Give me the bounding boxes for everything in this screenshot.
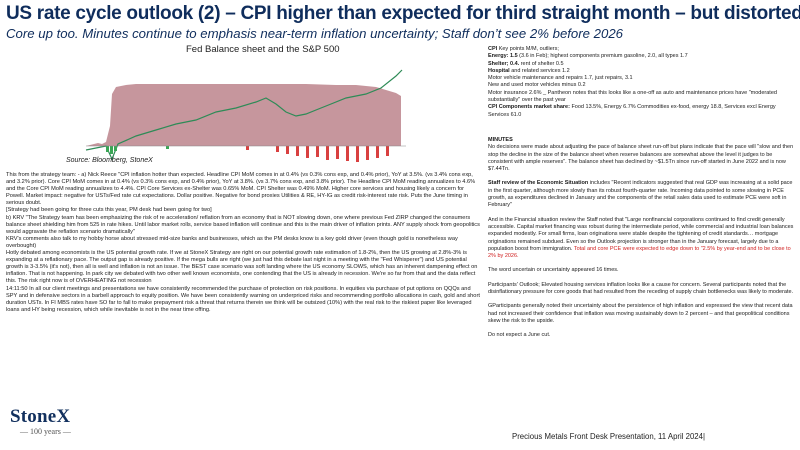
commentary-paragraph: 14:11:50 In all our client meetings and … [6, 285, 480, 313]
logo-name: StoneX [10, 406, 71, 427]
kp-line: CPI Components market share: Food 13.5%,… [488, 104, 776, 118]
commentary-paragraph: b) KRV "The Strategy team has been empha… [6, 214, 480, 235]
minutes-paragraph: GParticipants generally noted their unce… [488, 303, 793, 324]
minutes-paragraph: Participants' Outlook; Elevated housing … [488, 281, 794, 296]
footer-text: Precious Metals Front Desk Presentation,… [512, 432, 705, 441]
kp-line: New and used motor vehicles minus 0.2 [488, 82, 586, 89]
commentary-paragraph: This from the strategy team: - a) Nick R… [6, 172, 476, 207]
page-subtitle: Core up too. Minutes continue to emphasi… [6, 26, 623, 41]
minutes-heading: MINUTES [488, 136, 513, 143]
commentary-paragraph: KRV's comments also talk to my hobby hor… [6, 235, 458, 249]
chart-svg [46, 54, 456, 174]
kp-line: Energy: 1.5 (3.6 in Feb); highest compon… [488, 53, 688, 60]
strategy-commentary: This from the strategy team: - a) Nick R… [6, 172, 480, 314]
balance-sheet-chart [46, 54, 456, 174]
kp-line: Motor insurance 2.6% _ Pantheon notes th… [488, 89, 777, 104]
kp-line: Shelter; 0.4. rent of shelter 0.5 [488, 60, 564, 67]
flow-bars [106, 146, 389, 162]
kp-line: CPI Key points M/M, outliers; [488, 46, 559, 52]
page-title: US rate cycle outlook (2) – CPI higher t… [6, 3, 800, 24]
kp-line: Hospital and related services 1.2 [488, 67, 570, 74]
minutes-paragraph: No decisions were made about adjusting t… [488, 144, 794, 173]
commentary-paragraph: Hotly debated among economists is the US… [6, 250, 478, 285]
minutes-paragraph: And in the Financial situation review th… [488, 216, 794, 260]
kp-line: Motor vehicle maintenance and repairs 1.… [488, 75, 633, 82]
commentary-paragraph: [Strategy had been going for three cuts … [6, 207, 212, 214]
logo-tagline: — 100 years — [20, 427, 71, 436]
minutes-paragraph: Staff review of the Economic Situation i… [488, 180, 793, 209]
stonex-logo: StoneX — 100 years — [10, 406, 71, 436]
figure-source: Source: Bloomberg, StoneX [66, 157, 153, 164]
right-column: CPI Key points M/M, outliers; Energy: 1.… [488, 46, 794, 340]
figure-title: Fed Balance sheet and the S&P 500 [186, 44, 340, 55]
balance-sheet-area [86, 84, 401, 146]
minutes-paragraph: Do not expect a June cut. [488, 332, 551, 339]
minutes-paragraph: The word uncertain or uncertainty appear… [488, 267, 619, 274]
